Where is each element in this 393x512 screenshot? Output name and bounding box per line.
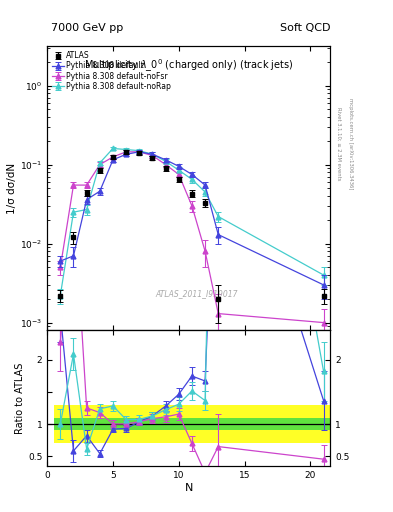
Text: 7000 GeV pp: 7000 GeV pp	[51, 23, 123, 33]
Text: Multiplicity $\lambda\_0^0$ (charged only) (track jets): Multiplicity $\lambda\_0^0$ (charged onl…	[84, 57, 294, 74]
Text: ATLAS_2011_I919017: ATLAS_2011_I919017	[156, 289, 239, 298]
Legend: ATLAS, Pythia 8.308 default, Pythia 8.308 default-noFsr, Pythia 8.308 default-no: ATLAS, Pythia 8.308 default, Pythia 8.30…	[52, 51, 171, 91]
Text: Rivet 3.1.10; ≥ 2.3M events: Rivet 3.1.10; ≥ 2.3M events	[336, 106, 341, 180]
Y-axis label: 1/σ dσ/dN: 1/σ dσ/dN	[7, 163, 17, 214]
X-axis label: N: N	[184, 482, 193, 493]
Text: mcplots.cern.ch [arXiv:1306.3436]: mcplots.cern.ch [arXiv:1306.3436]	[348, 98, 353, 189]
Y-axis label: Ratio to ATLAS: Ratio to ATLAS	[15, 362, 25, 434]
Text: Soft QCD: Soft QCD	[280, 23, 330, 33]
